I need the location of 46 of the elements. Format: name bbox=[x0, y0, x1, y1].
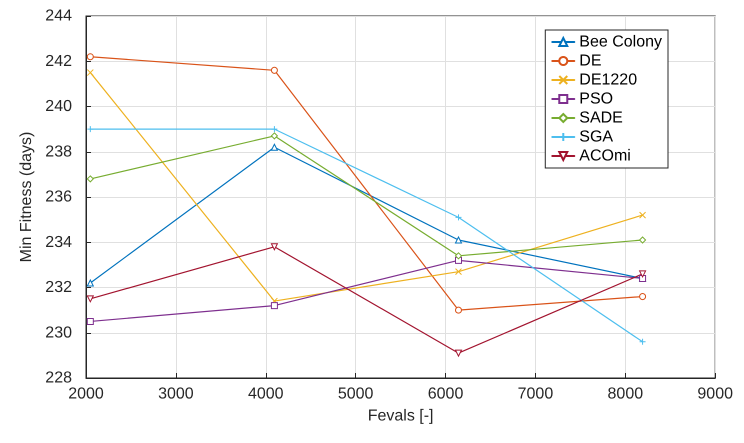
point bbox=[454, 236, 462, 244]
x-tick-label: 5000 bbox=[338, 386, 374, 402]
point bbox=[454, 268, 462, 276]
point bbox=[86, 53, 94, 60]
point bbox=[639, 293, 646, 300]
point bbox=[639, 236, 646, 244]
y-tick-label: 228 bbox=[45, 370, 72, 386]
y-tick-label: 244 bbox=[45, 8, 72, 24]
y-tick-label: 236 bbox=[45, 188, 72, 206]
point bbox=[454, 350, 462, 357]
y-tick-label: 234 bbox=[45, 234, 72, 251]
legend-label: DE bbox=[579, 52, 602, 70]
y-tick-label: 240 bbox=[45, 98, 72, 115]
x-tick-label: 9000 bbox=[697, 386, 734, 402]
point bbox=[86, 69, 94, 76]
point bbox=[639, 270, 646, 278]
point bbox=[454, 252, 462, 260]
x-tick-label: 2000 bbox=[68, 386, 104, 402]
x-tick-label: 4000 bbox=[248, 386, 284, 402]
point bbox=[270, 66, 278, 74]
y-tick-label: 232 bbox=[45, 279, 72, 296]
point bbox=[86, 318, 94, 325]
legend-label: SADE bbox=[579, 110, 623, 126]
y-axis-title: Min Fitness (days) bbox=[18, 132, 35, 262]
point bbox=[454, 306, 462, 314]
y-tick-label: 242 bbox=[45, 52, 72, 70]
point bbox=[270, 132, 278, 140]
point bbox=[454, 214, 462, 221]
legend-label: DE1220 bbox=[579, 72, 638, 88]
x-tick-label: 3000 bbox=[158, 386, 194, 402]
x-tick-label: 7000 bbox=[518, 386, 554, 402]
point bbox=[270, 144, 278, 151]
point bbox=[86, 175, 94, 182]
legend-label: Bee Colony bbox=[579, 34, 662, 50]
x-tick-label: 6000 bbox=[428, 386, 464, 402]
legend-label: SGA bbox=[579, 128, 614, 146]
y-tick-label: 238 bbox=[45, 143, 72, 160]
point bbox=[270, 243, 278, 250]
legend-label: PSO bbox=[579, 90, 614, 108]
x-tick-label: 8000 bbox=[608, 386, 644, 402]
point bbox=[639, 212, 646, 219]
y-tick-label: 230 bbox=[45, 324, 72, 342]
legend-label: ACOmi bbox=[579, 148, 631, 164]
point bbox=[270, 126, 278, 133]
x-axis-title: Fevals [-] bbox=[368, 408, 434, 424]
point bbox=[270, 302, 278, 310]
